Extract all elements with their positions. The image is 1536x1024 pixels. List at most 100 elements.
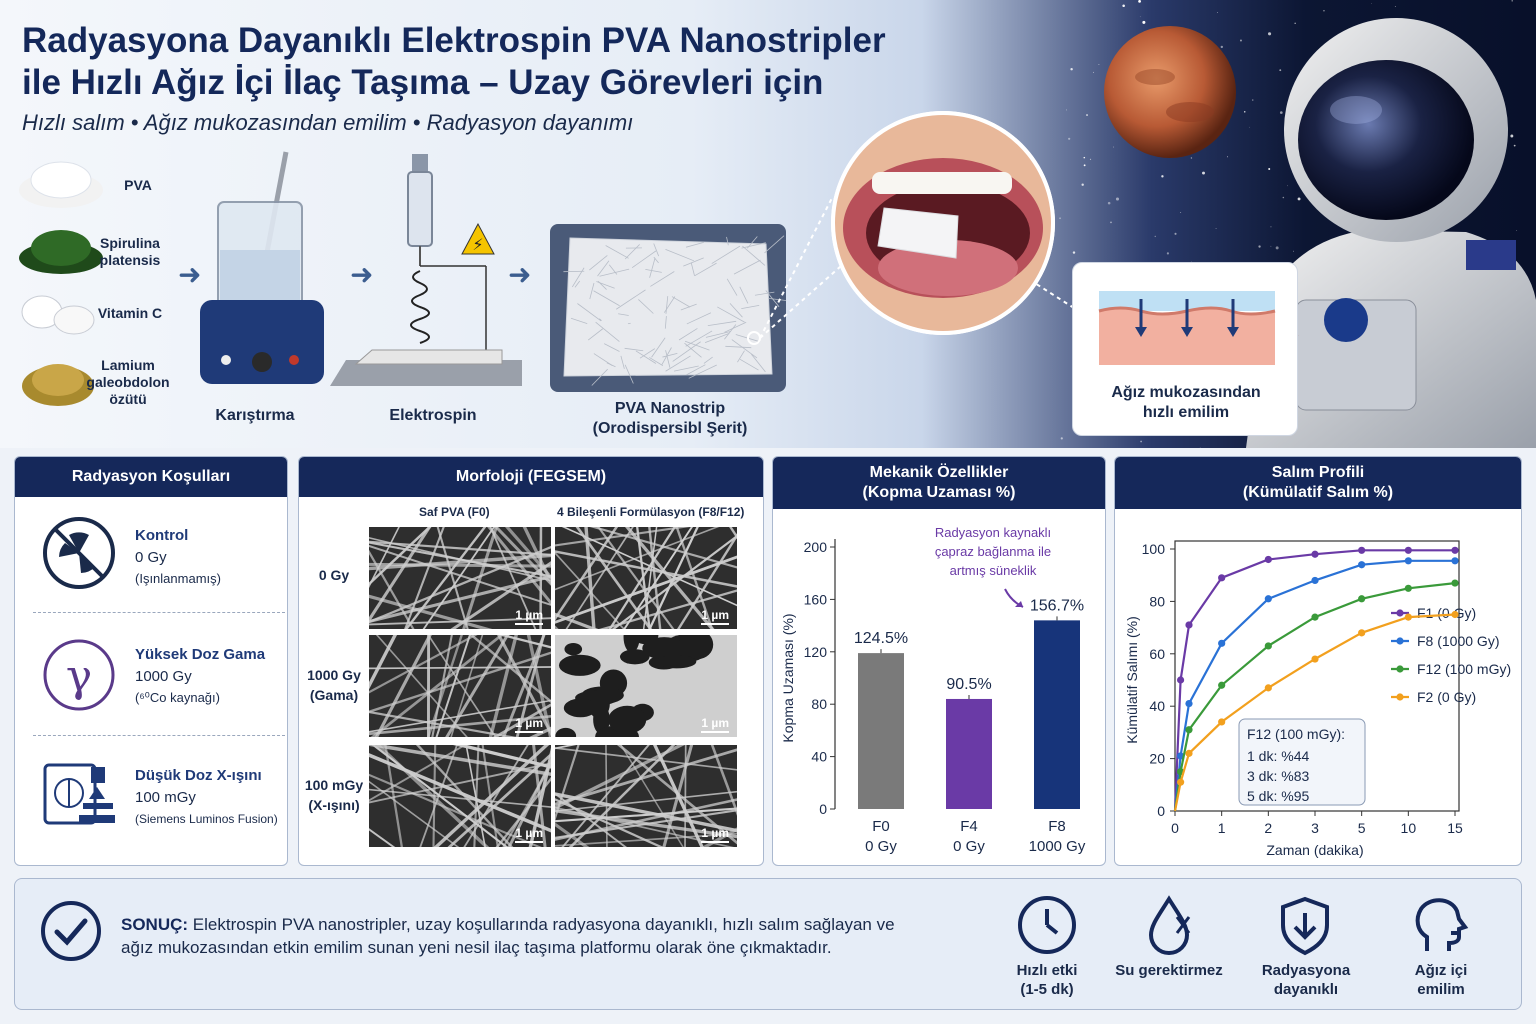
callout-connectors bbox=[759, 197, 1075, 339]
data-point bbox=[1264, 595, 1272, 603]
fiber bbox=[369, 527, 400, 589]
fiber bbox=[726, 236, 729, 246]
fiber bbox=[701, 827, 737, 847]
row-label-100mgy: 100 mGy (X-ışını) bbox=[299, 775, 369, 815]
release-line-chart: 0 20 40 60 80 100 0 1 2 3 5 10 15 Zaman (dakika) Kümül… bbox=[1124, 540, 1511, 858]
ingredient-spirulina-line2: platensis bbox=[99, 252, 161, 268]
spirulina-powder-icon bbox=[19, 230, 103, 274]
fiber bbox=[369, 541, 551, 578]
bar bbox=[946, 698, 992, 809]
star bbox=[1115, 197, 1120, 201]
fiber bbox=[638, 299, 654, 314]
y-tick-label: 80 bbox=[1149, 593, 1165, 609]
fiber bbox=[450, 635, 484, 737]
mechanical-panel: Mekanik Özellikler (Kopma Uzaması %) 0 40… bbox=[772, 456, 1106, 866]
star bbox=[1138, 0, 1141, 3]
svg-text:γ: γ bbox=[66, 651, 92, 702]
data-point bbox=[1358, 595, 1366, 603]
fiber bbox=[426, 635, 431, 737]
x-tick-label: 1 bbox=[1218, 820, 1226, 836]
data-point bbox=[1404, 546, 1412, 554]
mouth-with-strip-image bbox=[831, 111, 1055, 335]
fiber bbox=[369, 714, 551, 736]
fiber bbox=[608, 264, 618, 275]
fiber bbox=[731, 339, 758, 359]
star bbox=[1371, 3, 1372, 4]
fiber bbox=[369, 527, 432, 623]
release-profile-panel: Salım Profili (Kümülatif Salım %) 0 20 40 6… bbox=[1114, 456, 1522, 866]
fiber bbox=[595, 321, 620, 342]
check-circle-icon bbox=[41, 901, 101, 961]
data-point bbox=[1218, 718, 1226, 726]
star bbox=[1142, 20, 1146, 24]
star bbox=[1270, 245, 1272, 247]
sem-image-f8-0gy: 1 µm bbox=[555, 527, 737, 629]
fiber bbox=[665, 296, 669, 314]
fiber bbox=[369, 788, 551, 808]
fiber bbox=[447, 752, 551, 847]
pore bbox=[623, 635, 640, 653]
fiber bbox=[729, 527, 737, 540]
arrow-to-mixing-icon: ➜ bbox=[178, 259, 202, 290]
radiation-gamma-name: Yüksek Doz Gama bbox=[135, 646, 266, 663]
data-point bbox=[1177, 778, 1185, 786]
star bbox=[1083, 164, 1086, 167]
x-tick-label: 1000 Gy bbox=[1029, 838, 1086, 855]
fiber bbox=[436, 527, 469, 629]
fiber bbox=[369, 537, 551, 582]
fiber bbox=[683, 257, 704, 267]
benefit-radiation-line1: Radyasyona bbox=[1261, 962, 1351, 979]
y-tick-label: 0 bbox=[1157, 803, 1165, 819]
fiber bbox=[631, 250, 657, 269]
fiber bbox=[375, 635, 468, 737]
fiber bbox=[555, 792, 737, 833]
fiber bbox=[710, 745, 737, 816]
ingredient-spirulina: Spirulina platensis bbox=[92, 235, 168, 269]
data-point bbox=[1311, 613, 1319, 621]
fiber bbox=[445, 635, 510, 737]
y-tick-label: 160 bbox=[804, 591, 828, 607]
head-profile-icon bbox=[1415, 898, 1469, 951]
col-label-pure-pva: Saf PVA (F0) bbox=[419, 505, 490, 519]
star bbox=[1268, 32, 1272, 36]
fiber bbox=[555, 806, 735, 847]
row-label-100mgy-line2: (X-ışını) bbox=[308, 797, 360, 813]
fiber bbox=[733, 259, 761, 275]
fiber bbox=[561, 527, 737, 607]
fiber bbox=[571, 267, 585, 288]
x-tick-label: 15 bbox=[1447, 820, 1463, 836]
fiber bbox=[608, 527, 677, 629]
fiber bbox=[686, 364, 706, 376]
fiber bbox=[529, 726, 551, 737]
fiber bbox=[404, 527, 487, 629]
fiber bbox=[746, 236, 758, 249]
star bbox=[1294, 22, 1296, 24]
y-tick-label: 40 bbox=[1149, 698, 1165, 714]
x-tick-label: 10 bbox=[1401, 820, 1417, 836]
data-point bbox=[1218, 639, 1226, 647]
scale-bar: 1 µm bbox=[515, 608, 543, 625]
fiber-network-icon bbox=[555, 745, 737, 847]
fiber bbox=[768, 297, 786, 301]
fiber bbox=[370, 635, 505, 737]
star bbox=[1270, 226, 1272, 228]
fiber bbox=[555, 808, 737, 839]
nanostrip-sample-image bbox=[550, 224, 786, 392]
fiber bbox=[555, 527, 720, 591]
star bbox=[1068, 137, 1071, 140]
data-point bbox=[1404, 613, 1412, 621]
star bbox=[1511, 0, 1513, 2]
x-tick-label: 2 bbox=[1264, 820, 1272, 836]
star bbox=[1251, 99, 1254, 101]
star bbox=[1093, 71, 1094, 73]
row-label-100mgy-line1: 100 mGy bbox=[304, 777, 364, 793]
info-box-line: 5 dk: %95 bbox=[1247, 788, 1309, 804]
star bbox=[1070, 67, 1073, 71]
star bbox=[1323, 10, 1325, 12]
fiber bbox=[639, 348, 656, 359]
radiation-control-note: (Işınlanmamış) bbox=[135, 571, 221, 586]
radiation-xray-note: (Siemens Luminos Fusion) bbox=[135, 812, 278, 826]
fiber bbox=[369, 828, 396, 847]
data-point bbox=[1404, 584, 1412, 592]
fiber bbox=[369, 773, 542, 847]
